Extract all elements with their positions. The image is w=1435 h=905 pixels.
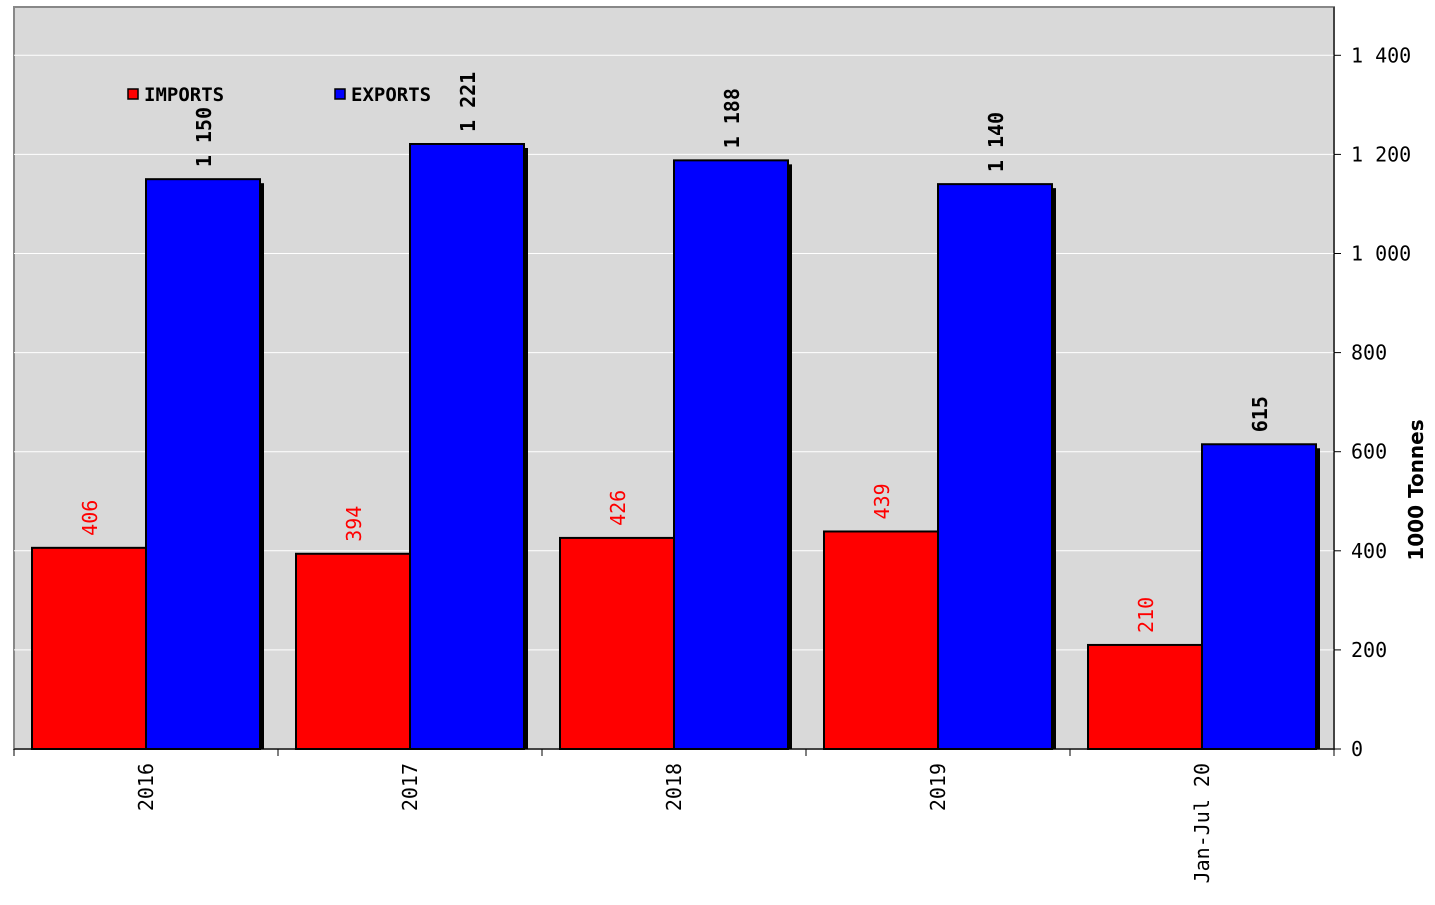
- exports-bar: [673, 159, 789, 750]
- x-tick-label: 2016: [134, 763, 158, 811]
- imports-bar: [823, 530, 939, 751]
- x-axis-ticks: 2016 2017 2018 2019 Jan-Jul 20: [13, 749, 1335, 883]
- y-tick-label: 1 000: [1351, 242, 1411, 266]
- y-axis-title: 1000 Tonnes: [1404, 419, 1428, 560]
- imports-bar: [295, 552, 411, 751]
- exports-bar: [409, 142, 525, 750]
- exports-bar: [1201, 443, 1317, 750]
- y-tick-label: 200: [1351, 638, 1387, 662]
- legend-exports-label: EXPORTS: [351, 84, 431, 106]
- legend-exports-swatch: [334, 88, 346, 100]
- imports-value-label: 406: [78, 500, 102, 536]
- imports-bar: [1087, 643, 1203, 751]
- imports-value-label: 439: [870, 483, 894, 519]
- x-tick-label: 2017: [398, 763, 422, 811]
- exports-value-label: 1 140: [984, 112, 1008, 172]
- imports-bar: [559, 536, 675, 750]
- y-tick-label: 0: [1351, 737, 1363, 761]
- exports-value-label: 615: [1248, 396, 1272, 432]
- imports-value-label: 426: [606, 490, 630, 526]
- x-tick-label: 2018: [662, 763, 686, 811]
- x-tick-label: Jan-Jul 20: [1190, 763, 1214, 883]
- bars: [31, 142, 1320, 751]
- legend-imports-swatch: [127, 88, 139, 100]
- bar-labels: 406 1 150 394 1 221 426 1 188 439 1 140 210 615: [78, 72, 1272, 633]
- y-tick-label: 1 200: [1351, 142, 1411, 166]
- y-tick-label: 400: [1351, 539, 1387, 563]
- legend: IMPORTS EXPORTS: [127, 84, 431, 106]
- x-tick-label: 2019: [926, 763, 950, 811]
- exports-bar: [937, 183, 1053, 750]
- y-tick-label: 800: [1351, 341, 1387, 365]
- exports-bar: [145, 178, 261, 751]
- y-tick-label: 600: [1351, 440, 1387, 464]
- exports-value-label: 1 188: [720, 88, 744, 148]
- imports-bar: [31, 546, 147, 751]
- imports-value-label: 394: [342, 506, 366, 542]
- y-axis-ticks: 0 200 400 600 800 1 000 1 200 1 400: [1334, 43, 1411, 761]
- legend-imports-label: IMPORTS: [144, 84, 224, 106]
- imports-value-label: 210: [1134, 597, 1158, 633]
- exports-value-label: 1 150: [192, 107, 216, 167]
- exports-value-label: 1 221: [456, 72, 480, 132]
- y-tick-label: 1 400: [1351, 43, 1411, 67]
